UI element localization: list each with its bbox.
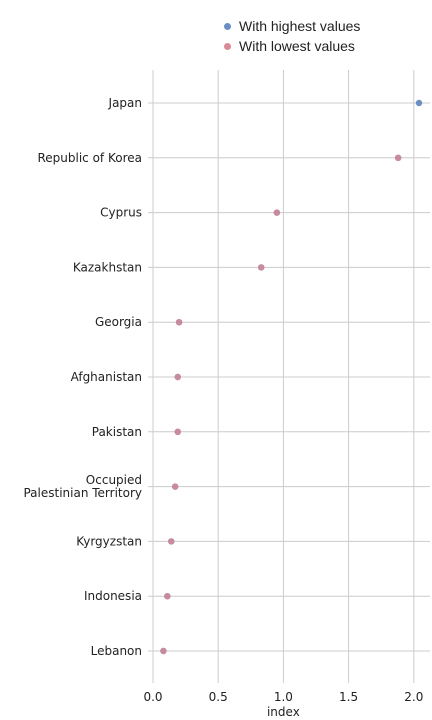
point-lowest-5: [174, 373, 181, 381]
x-tick-label-3: 1.5: [339, 690, 358, 704]
legend-marker-lowest: [224, 42, 231, 50]
legend-marker-highest: [224, 22, 231, 30]
x-tick-label-4: 2.0: [404, 690, 423, 704]
category-label-0: Japan: [108, 96, 142, 110]
gridlines: [148, 70, 430, 683]
category-label-4: Georgia: [95, 315, 142, 329]
legend-item-highest: With highest values: [224, 16, 360, 36]
legend-label-highest: With highest values: [239, 18, 361, 34]
category-label-9: Indonesia: [84, 589, 142, 603]
point-lowest-2: [273, 209, 281, 216]
category-labels: Japan Republic of Korea Cyprus Kazakhstan Ge…: [23, 96, 142, 658]
category-label-6: Pakistan: [92, 425, 142, 439]
legend: With highest values With lowest values: [224, 16, 360, 56]
point-lowest-4: [175, 319, 183, 326]
category-label-10: Lebanon: [91, 644, 142, 658]
x-tick-label-2: 1.0: [274, 690, 293, 704]
category-label-2: Cyprus: [100, 206, 142, 220]
category-label-1: Republic of Korea: [37, 151, 142, 165]
point-lowest-3: [258, 264, 265, 271]
x-tick-label-0: 0.0: [143, 690, 162, 704]
data-points: [160, 99, 423, 655]
x-axis-title: index: [267, 705, 300, 719]
category-label-3: Kazakhstan: [73, 260, 142, 274]
category-label-5: Afghanistan: [71, 370, 142, 384]
point-lowest-1: [394, 154, 402, 161]
category-label-7: Occupied Palestinian Territory: [23, 473, 142, 500]
point-lowest-10: [160, 647, 167, 655]
point-lowest-7: [171, 483, 179, 490]
point-lowest-6: [174, 428, 181, 435]
point-highest-0: [415, 99, 423, 107]
point-lowest-8: [168, 538, 175, 545]
legend-label-lowest: With lowest values: [239, 38, 355, 54]
category-label-8: Kyrgyzstan: [76, 534, 142, 548]
point-lowest-9: [164, 593, 171, 600]
x-axis: 0.0 0.5 1.0 1.5 2.0: [143, 690, 423, 704]
x-tick-label-1: 0.5: [209, 690, 228, 704]
legend-item-lowest: With lowest values: [224, 36, 360, 56]
